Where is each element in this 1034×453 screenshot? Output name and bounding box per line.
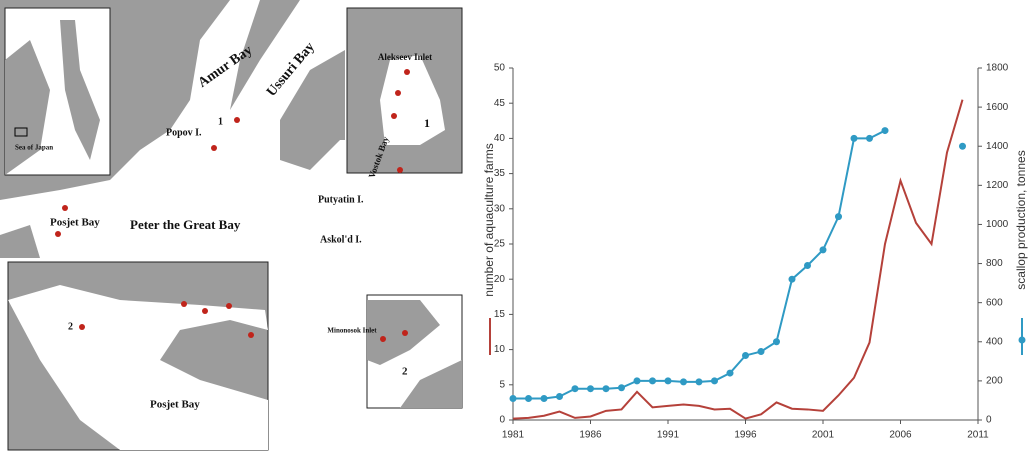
data-point [633,377,641,385]
x-tick-label: 1981 [502,430,525,441]
y-tick-label: 40 [494,133,506,144]
land [400,360,462,408]
data-point [680,378,687,386]
sea [8,285,268,450]
site [391,113,397,119]
data-point [571,385,579,393]
map-label: Popov I. [166,127,202,138]
data-point [959,142,966,150]
site [211,145,217,151]
site [62,205,68,211]
site [397,167,403,173]
y-tick-label: 35 [494,168,506,179]
data-point [788,275,796,283]
inlet [380,55,445,145]
y2-tick-label: 800 [986,258,1003,269]
site [55,231,61,237]
y2-tick-label: 1200 [986,180,1009,191]
locator-box [14,127,28,137]
map-label: Alekseev Inlet [378,52,432,62]
data-point [587,385,594,393]
series-line [513,129,886,400]
site [181,301,187,307]
data-point [540,394,548,402]
map-label: 1 [424,116,430,130]
legend-label: number of aquaculture farms [482,143,496,296]
y2-tick-label: 1400 [986,141,1009,152]
data-point [649,377,656,385]
data-point [525,394,532,402]
site [79,324,85,330]
map-label: Askol'd I. [320,234,362,245]
legend-label: scallop production, tonnes [1014,150,1028,289]
y-tick-label: 30 [494,203,506,214]
ussuri-bay [250,0,345,140]
y-tick-label: 45 [494,98,506,109]
map-label: 1 [218,116,223,127]
site [395,90,401,96]
map-label: Minonosok Inlet [327,327,377,335]
x-tick-label: 1991 [657,430,680,441]
map-label: Peter the Great Bay [130,217,241,232]
y-tick-label: 20 [494,274,506,285]
data-point [742,351,749,359]
y-tick-label: 10 [494,344,506,355]
y-tick-label: 50 [494,63,506,74]
map-label: 2 [402,366,408,378]
data-point [711,377,718,385]
data-point [835,213,842,221]
data-point [556,393,563,401]
data-point [664,377,672,385]
data-point [773,338,780,346]
y-tick-label: 15 [494,309,506,320]
y2-tick-label: 200 [986,376,1003,387]
map-label: Posjet Bay [150,399,200,411]
map-label: 2 [68,321,73,332]
data-point [695,378,703,386]
legend-marker [1018,336,1026,344]
data-point [618,384,625,392]
y2-tick-label: 0 [986,415,992,426]
y2-tick-label: 400 [986,336,1003,347]
y2-tick-label: 1600 [986,102,1009,113]
land [0,225,40,258]
site [202,308,208,314]
data-point [866,134,873,142]
data-point [602,385,610,393]
x-tick-label: 1986 [579,430,602,441]
y2-tick-label: 600 [986,297,1003,308]
data-point [726,369,734,377]
data-point [509,394,517,402]
land [5,40,50,175]
data-point [850,134,858,142]
y-tick-label: 5 [499,379,505,390]
map-label: Posjet Bay [50,217,100,229]
y2-tick-label: 1800 [986,63,1009,74]
site [380,336,386,342]
site [248,332,254,338]
land [60,20,100,160]
series-line [512,99,964,420]
site [234,117,240,123]
x-tick-label: 2011 [967,430,989,441]
y2-tick-label: 1000 [986,219,1009,230]
x-tick-label: 1996 [734,430,757,441]
x-tick-label: 2001 [812,430,835,441]
data-point [881,127,889,135]
data-point [804,262,811,270]
map-label: Sea of Japan [15,144,53,152]
y-tick-label: 0 [499,415,505,426]
y-tick-label: 25 [494,239,506,250]
sea [0,0,345,258]
site [402,330,408,336]
site [404,69,410,75]
data-point [819,246,827,254]
sites [55,69,410,342]
x-tick-label: 2006 [889,430,912,441]
site [226,303,232,309]
data-point [757,348,765,356]
map-label: Putyatin I. [318,194,364,205]
